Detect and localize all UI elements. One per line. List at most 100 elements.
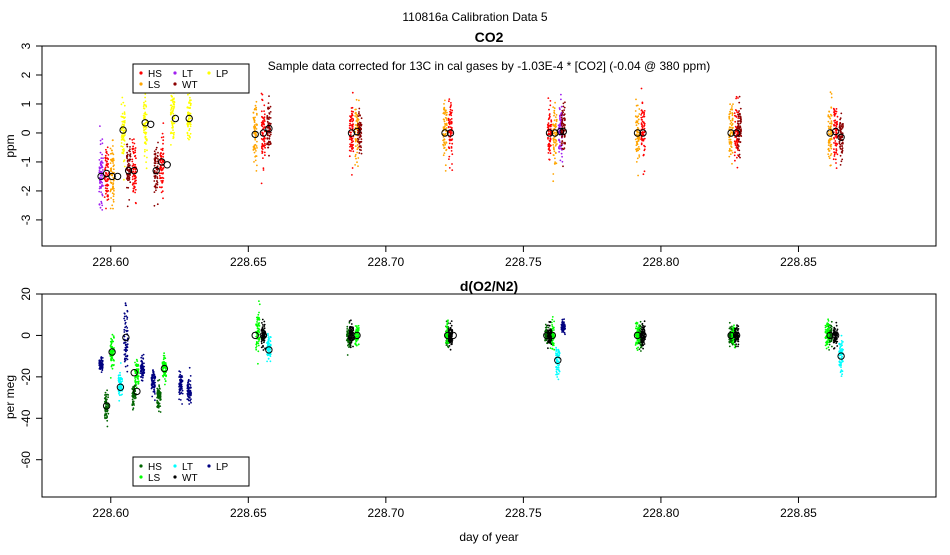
co2-point-lp <box>173 104 176 106</box>
o2n2-point-lp <box>99 363 101 365</box>
o2n2-point-wt <box>348 320 351 322</box>
co2-point-wt <box>153 153 156 156</box>
o2n2-point-hs <box>159 391 161 393</box>
o2n2-point-ls <box>134 383 137 385</box>
co2-point-ls <box>552 180 555 183</box>
o2n2-point-ls <box>162 366 164 369</box>
o2n2-point-lt <box>267 340 270 343</box>
co2-point-ls <box>730 121 733 124</box>
co2-point-hs <box>550 119 553 122</box>
co2-mean-marker <box>732 129 741 137</box>
co2-point-hs <box>158 174 161 177</box>
co2-point-hs <box>447 126 450 128</box>
co2-point-ls <box>110 167 113 170</box>
co2-point-ls <box>442 144 445 147</box>
o2n2-point-lp <box>124 321 127 324</box>
co2-point-hs <box>133 164 136 166</box>
co2-point-hs <box>448 130 451 133</box>
co2-point-hs <box>263 151 266 154</box>
co2-point-lt <box>559 115 561 118</box>
o2n2-point-wt <box>351 335 354 337</box>
co2-point-lt <box>558 138 560 141</box>
co2-point-ls <box>729 119 732 122</box>
o2n2-point-wt <box>836 335 839 337</box>
o2n2-point-ls <box>635 327 637 330</box>
o2n2-point-lp <box>187 391 190 394</box>
co2-point-hs <box>106 146 109 149</box>
co2-point-hs <box>261 148 264 151</box>
co2-legend-label-wt: WT <box>182 80 198 91</box>
co2-point-ls <box>444 99 446 102</box>
co2-point-ls <box>554 152 557 155</box>
co2-point-lp <box>145 126 148 129</box>
co2-point-wt <box>128 160 131 162</box>
co2-point-hs <box>104 154 107 157</box>
co2-point-hs <box>348 138 351 141</box>
co2-point-hs <box>833 108 836 111</box>
co2-point-hs <box>733 140 736 143</box>
co2-point-lp <box>171 96 173 98</box>
co2-point-lp <box>189 136 191 139</box>
co2-point-lp <box>122 120 125 123</box>
co2-point-ls <box>443 107 445 110</box>
co2-point-ls <box>634 110 637 112</box>
o2n2-point-hs <box>346 325 349 328</box>
co2-point-ls <box>255 100 258 103</box>
co2-point-hs <box>735 139 738 142</box>
o2n2-point-ls <box>109 344 112 347</box>
o2n2-point-lp <box>101 357 104 359</box>
o2n2-point-wt <box>644 325 646 328</box>
co2-point-wt <box>738 126 741 129</box>
co2-point-ls <box>354 112 357 115</box>
co2-point-ls <box>111 160 114 163</box>
co2-point-hs <box>449 126 452 128</box>
co2-point-wt <box>266 137 269 140</box>
o2n2-point-lt <box>838 354 841 357</box>
co2-point-hs <box>107 184 110 187</box>
co2-point-ls <box>252 146 255 148</box>
co2-point-wt <box>738 95 741 98</box>
co2-point-wt <box>360 140 363 143</box>
co2-point-ls <box>636 147 639 150</box>
co2-point-wt <box>154 162 157 165</box>
o2n2-point-hs <box>730 327 733 330</box>
o2n2-point-lp <box>153 379 156 381</box>
co2-point-lt <box>98 159 101 161</box>
co2-point-ls <box>637 146 640 148</box>
o2n2-point-lp <box>126 364 129 367</box>
co2-mean-marker <box>826 129 834 137</box>
co2-point-lp <box>145 139 148 142</box>
o2n2-point-ls <box>824 344 827 347</box>
o2n2-point-lp <box>100 371 103 373</box>
co2-point-hs <box>548 117 551 119</box>
co2-point-hs <box>105 172 107 175</box>
co2-point-lt <box>101 153 103 156</box>
o2n2-point-hs <box>730 339 732 342</box>
co2-point-hs <box>261 144 264 147</box>
o2n2-point-lt <box>841 355 844 358</box>
o2n2-point-lp <box>124 353 127 355</box>
co2-point-ls <box>354 164 356 166</box>
co2-point-hs <box>261 150 263 153</box>
co2-y-tick-label: -2 <box>19 185 33 196</box>
co2-point-lp <box>123 104 126 107</box>
o2n2-point-ls <box>356 328 358 331</box>
co2-point-wt <box>563 135 566 138</box>
o2n2-point-wt <box>448 345 451 347</box>
o2n2-mean-marker <box>449 331 457 340</box>
o2n2-legend-marker-lp <box>207 464 211 468</box>
co2-point-hs <box>162 139 165 142</box>
o2n2-point-ls <box>255 345 258 347</box>
co2-point-hs <box>735 97 737 100</box>
co2-point-wt <box>842 142 844 144</box>
o2n2-point-ls <box>635 347 638 350</box>
co2-point-ls <box>728 155 731 158</box>
o2n2-point-wt <box>449 326 452 329</box>
co2-point-hs <box>133 155 136 158</box>
co2-point-wt <box>154 156 157 159</box>
o2n2-point-hs <box>729 326 732 329</box>
o2n2-point-ls <box>255 348 258 351</box>
co2-point-ls <box>443 103 445 105</box>
co2-point-ls <box>827 114 830 116</box>
o2n2-point-wt <box>735 345 737 348</box>
